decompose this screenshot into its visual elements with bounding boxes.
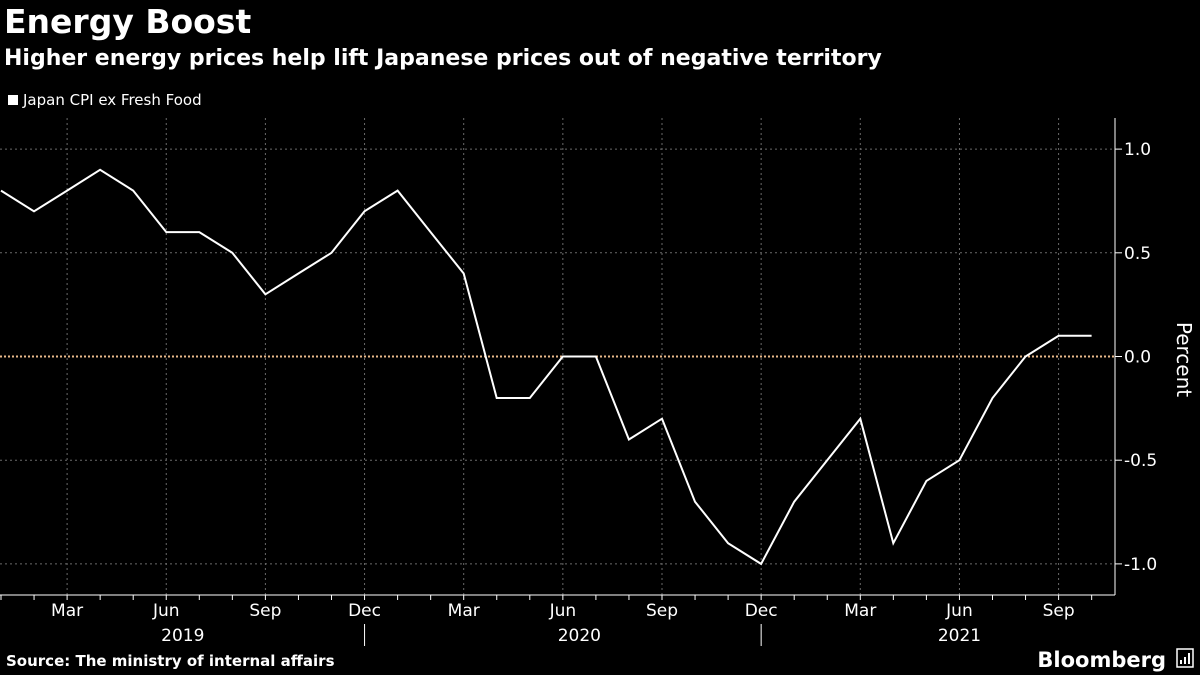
- x-tick-label: Mar: [448, 601, 480, 621]
- y-tick-label: -1.0: [1124, 555, 1157, 575]
- y-tick-label: 1.0: [1124, 140, 1151, 160]
- chart-subtitle: Higher energy prices help lift Japanese …: [4, 46, 882, 71]
- x-tick-label: Sep: [1043, 601, 1075, 621]
- x-year-label: 2021: [938, 626, 981, 646]
- legend: Japan CPI ex Fresh Food: [8, 91, 202, 109]
- legend-label: Japan CPI ex Fresh Food: [23, 91, 202, 109]
- x-tick-label: Mar: [844, 601, 876, 621]
- y-tick-label: -0.5: [1124, 451, 1157, 471]
- chart-title: Energy Boost: [4, 2, 252, 41]
- y-tick-label: 0.0: [1124, 348, 1151, 368]
- source-note: Source: The ministry of internal affairs: [6, 652, 335, 670]
- x-tick-label: Jun: [152, 601, 180, 621]
- x-tick-label: Dec: [745, 601, 778, 621]
- x-tick-label: Dec: [348, 601, 381, 621]
- x-year-label: 2020: [558, 626, 601, 646]
- x-year-label: 2019: [161, 626, 204, 646]
- x-tick-label: Mar: [51, 601, 83, 621]
- y-tick-label: 0.5: [1124, 244, 1151, 264]
- x-tick-label: Jun: [945, 601, 973, 621]
- legend-swatch-icon: [8, 95, 18, 105]
- axes: 1.0 0.5 0.0 -0.5 -1.0 Percent Mar Jun Sep Dec Mar J…: [0, 118, 1196, 646]
- x-tick-label: Sep: [249, 601, 281, 621]
- grid: [0, 118, 1115, 595]
- y-axis-title: Percent: [1172, 322, 1196, 397]
- x-tick-label: Sep: [646, 601, 678, 621]
- x-tick-label: Jun: [549, 601, 577, 621]
- brand-logo: Bloomberg: [1037, 648, 1166, 672]
- bloomberg-terminal-icon: [1176, 648, 1194, 668]
- series-line: [0, 168, 1092, 566]
- series: [0, 168, 1092, 566]
